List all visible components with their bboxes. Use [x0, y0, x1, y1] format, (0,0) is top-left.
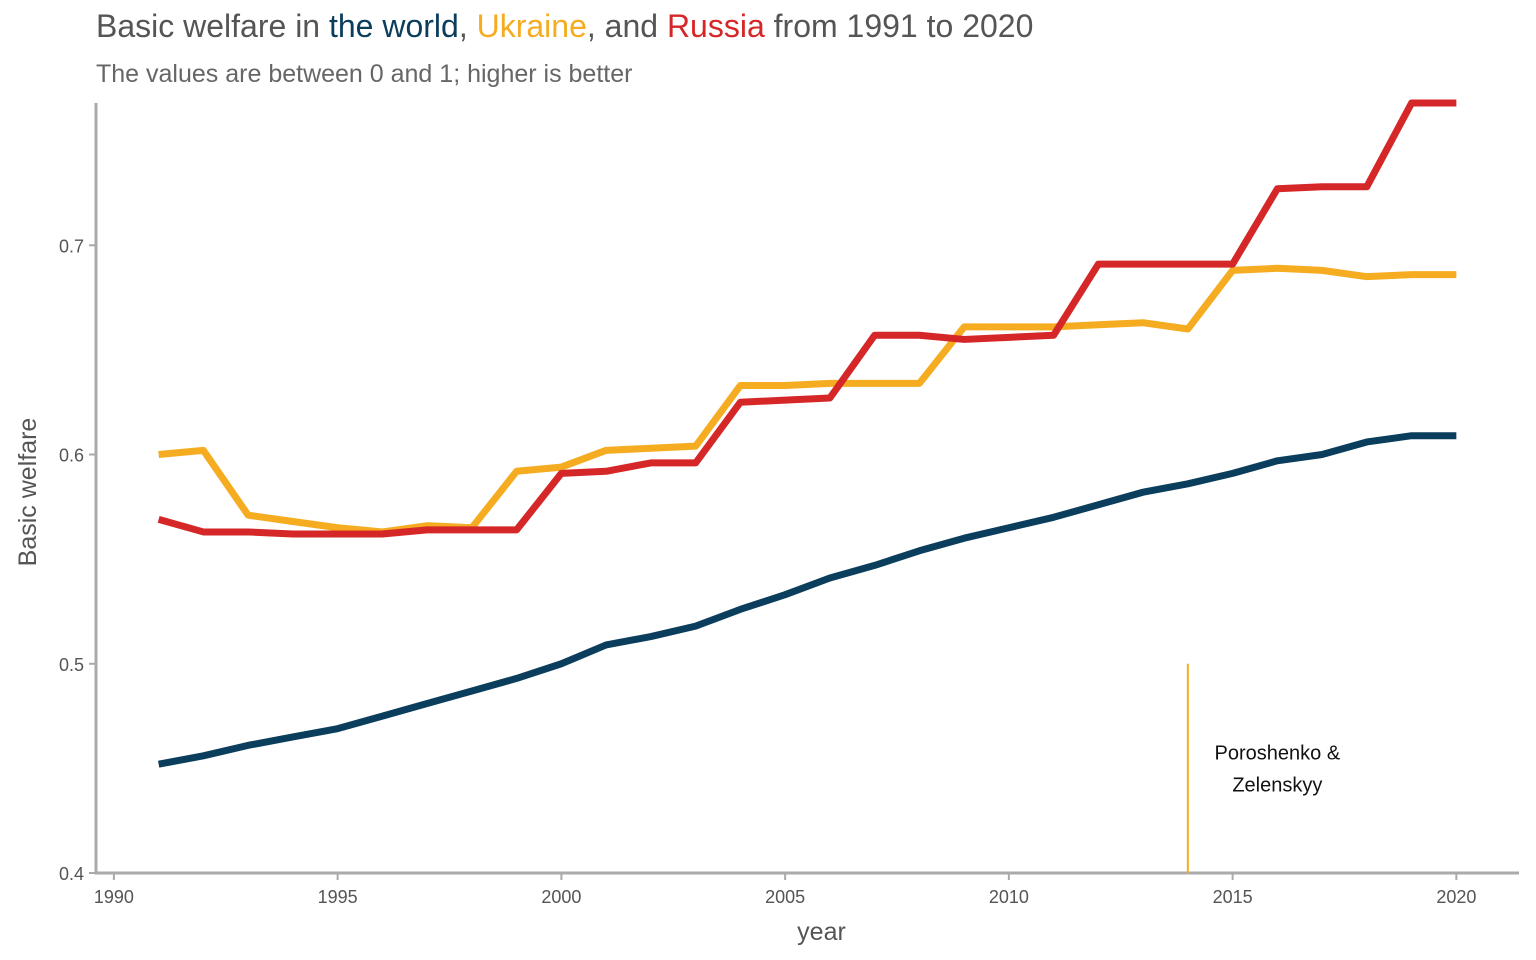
x-tick-label-2010: 2010	[989, 887, 1029, 907]
series-layer	[157, 99, 1457, 768]
title-part-0: Basic welfare in	[96, 8, 329, 44]
y-tick-label-3: 0.7	[59, 236, 84, 256]
x-tick-label-1995: 1995	[318, 887, 358, 907]
annotation-label-line-1: Zelenskyy	[1232, 774, 1322, 796]
x-tick-label-2000: 2000	[541, 887, 581, 907]
series-line-russia	[157, 99, 1457, 538]
x-tick-label-1990: 1990	[94, 887, 134, 907]
y-axis-title: Basic welfare	[14, 418, 42, 567]
series-line-the-world	[158, 432, 1457, 768]
x-tick-label-2020: 2020	[1436, 887, 1476, 907]
x-tick-label-2015: 2015	[1213, 887, 1253, 907]
title-part-6: from 1991 to 2020	[764, 8, 1034, 44]
annotation-layer: Poroshenko & Zelenskyy	[1186, 663, 1341, 873]
y-tick-label-2: 0.6	[59, 446, 84, 466]
annotation-label-line-0: Poroshenko &	[1215, 742, 1341, 764]
chart-title: Basic welfare in the world, Ukraine, and…	[96, 8, 1033, 45]
axes: 1990 1995 2000 2005 2010 2015 2020 0.4 0.5 0.6 0.7…	[14, 103, 1519, 946]
title-part-5: Russia	[666, 8, 765, 44]
title-part-2: ,	[458, 8, 477, 44]
title-part-1: the world	[328, 8, 459, 44]
title-part-4: , and	[586, 8, 667, 44]
chart-subtitle: The values are between 0 and 1; higher i…	[96, 60, 633, 88]
x-tick-label-2005: 2005	[765, 887, 805, 907]
title-part-3: Ukraine	[476, 8, 587, 44]
y-tick-label-1: 0.5	[59, 655, 84, 675]
x-axis-title: year	[797, 918, 846, 946]
y-tick-label-0: 0.4	[59, 864, 84, 884]
